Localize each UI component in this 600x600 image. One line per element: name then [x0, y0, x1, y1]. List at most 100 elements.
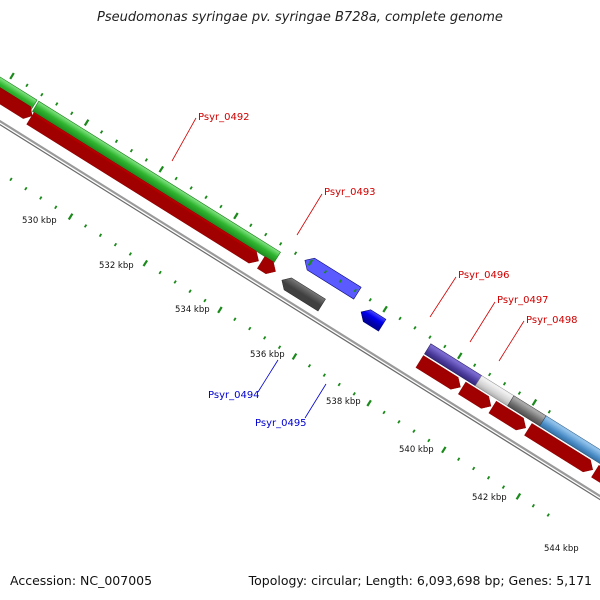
- upper-tick-row: [9, 72, 551, 414]
- gene-psyr0494-arrow[interactable]: [301, 254, 362, 300]
- gene-label-psyr0496[interactable]: Psyr_0496: [458, 270, 510, 281]
- gene-label-psyr0493[interactable]: Psyr_0493: [324, 187, 376, 198]
- tick-mark: [158, 165, 165, 173]
- tick-mark: [501, 485, 506, 489]
- genome-summary-text: Topology: circular; Length: 6,093,698 bp…: [248, 573, 592, 588]
- tick-mark: [368, 298, 372, 302]
- gene-psyr0493-arrow[interactable]: [257, 256, 279, 278]
- tick-mark: [219, 204, 223, 209]
- tick-label-534: 534 kbp: [175, 305, 210, 315]
- tick-mark: [397, 420, 401, 424]
- tick-mark: [382, 305, 388, 313]
- reverse-cds-track: [278, 254, 387, 332]
- tick-mark: [338, 279, 342, 283]
- tick-mark: [204, 195, 208, 200]
- tick-mark: [427, 438, 431, 443]
- tick-mark: [472, 466, 476, 471]
- tick-mark: [129, 148, 134, 153]
- tick-mark: [382, 410, 386, 415]
- tick-mark: [307, 364, 312, 368]
- gene-psyr0491-arrow[interactable]: [0, 65, 36, 121]
- tick-mark: [158, 270, 162, 275]
- tick-mark: [174, 176, 178, 181]
- tick-mark: [249, 223, 253, 228]
- tick-mark: [98, 233, 103, 238]
- tick-mark: [99, 130, 104, 134]
- tick-mark: [189, 186, 193, 190]
- gene-label-psyr0492[interactable]: Psyr_0492: [198, 112, 250, 123]
- tick-mark: [307, 259, 314, 266]
- tick-mark: [188, 289, 192, 294]
- tick-mark: [473, 363, 477, 367]
- tick-mark: [352, 392, 356, 396]
- tick-mark: [279, 242, 283, 246]
- tick-mark: [67, 213, 74, 221]
- gene-label-psyr0497[interactable]: Psyr_0497: [497, 295, 549, 306]
- tick-mark: [457, 352, 463, 360]
- cog-segment-0498: [539, 415, 600, 468]
- tick-mark: [291, 353, 298, 360]
- tick-mark: [144, 158, 148, 162]
- tick-mark: [322, 373, 326, 377]
- tick-mark: [142, 259, 149, 267]
- tick-mark: [413, 326, 417, 330]
- genome-backbone: [0, 83, 600, 528]
- tick-mark: [277, 345, 282, 350]
- tick-mark: [486, 475, 491, 480]
- tick-mark: [70, 111, 74, 116]
- gene-psyr0497-arrow[interactable]: [458, 381, 494, 412]
- tick-mark: [40, 92, 44, 97]
- gene-psyr0498-arrow[interactable]: [488, 400, 529, 434]
- tick-mark: [547, 409, 551, 414]
- accession-text: Accession: NC_007005: [10, 573, 153, 588]
- tick-mark: [217, 306, 223, 314]
- tick-mark: [9, 72, 15, 80]
- gene-psyr0495-arrow[interactable]: [357, 306, 387, 332]
- tick-mark: [24, 186, 28, 191]
- tick-label-536: 536 kbp: [250, 350, 285, 360]
- tick-mark: [173, 280, 177, 284]
- tick-mark: [55, 102, 59, 106]
- tick-mark: [263, 336, 267, 340]
- tick-mark: [398, 316, 402, 321]
- tick-mark: [353, 288, 357, 293]
- gene-label-psyr0498[interactable]: Psyr_0498: [526, 315, 578, 326]
- tick-mark: [25, 83, 29, 88]
- tick-mark: [233, 212, 239, 220]
- gene-label-psyr0495[interactable]: Psyr_0495: [255, 418, 307, 429]
- green-feature-track: [0, 57, 281, 263]
- tick-label-542: 542 kbp: [472, 493, 507, 503]
- gene-psyr0492-arrow[interactable]: [26, 112, 263, 266]
- gene-gray-reverse-arrow[interactable]: [278, 274, 326, 312]
- tick-mark: [457, 457, 461, 461]
- tick-mark: [39, 196, 43, 200]
- track-band: [0, 57, 600, 528]
- gene-psyr0500-arrow[interactable]: [591, 464, 600, 507]
- tick-layer: [9, 72, 551, 517]
- tick-label-532: 532 kbp: [99, 261, 134, 271]
- tick-mark: [83, 224, 88, 228]
- tick-label-540: 540 kbp: [399, 445, 434, 455]
- tick-mark: [54, 205, 58, 210]
- gene-callouts: Psyr_0492 Psyr_0493 Psyr_0496 Psyr_0497 …: [171, 112, 578, 429]
- tick-mark: [441, 446, 447, 454]
- tick-mark: [293, 251, 298, 256]
- tick-mark: [114, 139, 119, 144]
- tick-label-530: 530 kbp: [22, 216, 57, 226]
- gene-label-psyr0494[interactable]: Psyr_0494: [208, 390, 260, 401]
- tick-mark: [203, 298, 207, 303]
- tick-label-544: 544 kbp: [544, 544, 579, 554]
- page-title: Pseudomonas syringae pv. syringae B728a,…: [97, 10, 503, 25]
- tick-mark: [366, 399, 372, 407]
- tick-mark: [502, 381, 507, 386]
- tick-mark: [531, 398, 538, 406]
- tick-mark: [323, 270, 328, 274]
- gene-psyr0496-arrow[interactable]: [415, 355, 464, 393]
- tick-mark: [412, 429, 416, 433]
- tick-mark: [531, 503, 535, 508]
- tick-mark: [248, 326, 252, 331]
- tick-mark: [515, 492, 522, 500]
- gene-psyr0499-arrow[interactable]: [524, 423, 597, 475]
- tick-mark: [488, 372, 492, 377]
